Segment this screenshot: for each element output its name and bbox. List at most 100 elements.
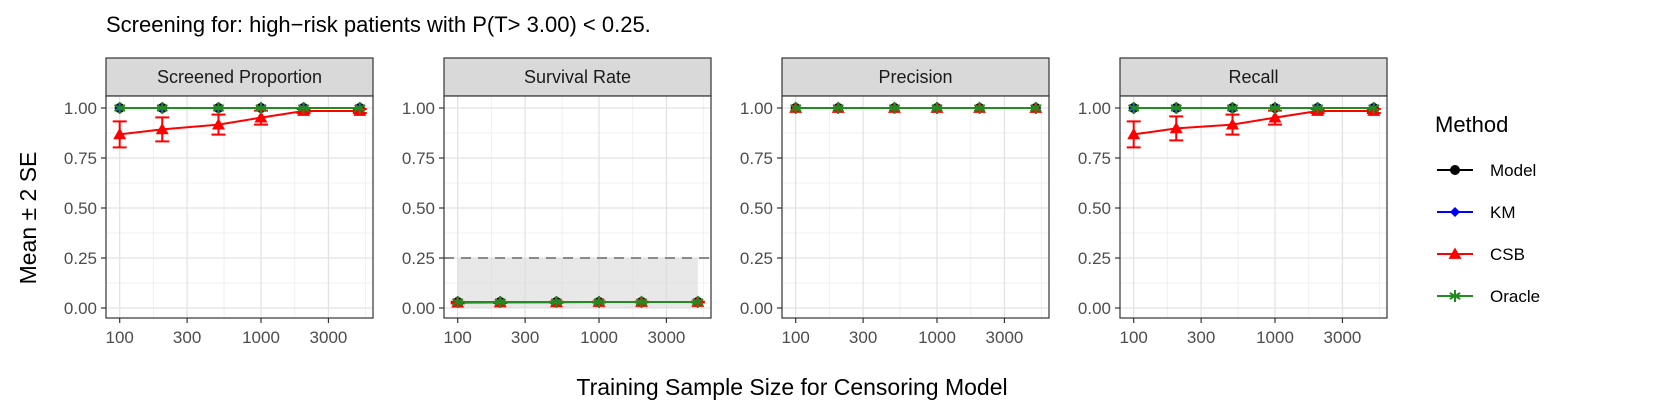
strip-title: Survival Rate — [524, 67, 631, 87]
legend-entry-oracle: Oracle — [1437, 287, 1540, 306]
data-point — [1170, 102, 1182, 114]
strip-title: Recall — [1228, 67, 1278, 87]
data-point — [113, 102, 126, 114]
y-tick-label: 0.75 — [402, 149, 435, 168]
plot-background — [1120, 96, 1387, 318]
data-point — [1225, 118, 1239, 130]
x-tick-label: 300 — [511, 328, 539, 347]
x-tick-label: 100 — [106, 328, 134, 347]
series-oracle — [451, 296, 704, 308]
x-tick-label: 1000 — [1256, 328, 1294, 347]
y-tick-label: 1.00 — [740, 99, 773, 118]
plot-background — [782, 96, 1049, 318]
y-tick-label: 0.50 — [740, 199, 773, 218]
strip-background — [781, 57, 1050, 97]
data-point — [593, 296, 605, 308]
y-tick-label: 0.00 — [64, 299, 97, 318]
y-tick-label: 1.00 — [402, 99, 435, 118]
legend-title: Method — [1435, 112, 1508, 137]
data-point — [354, 102, 366, 114]
legend-label: KM — [1490, 203, 1516, 222]
data-point — [1311, 102, 1324, 114]
x-tick-label: 1000 — [918, 328, 956, 347]
y-tick-label: 0.25 — [64, 249, 97, 268]
data-point — [550, 296, 563, 308]
y-tick-label: 0.50 — [1078, 199, 1111, 218]
panel-border — [443, 95, 712, 319]
data-point — [1269, 102, 1281, 114]
legend-entry-csb: CSB — [1437, 245, 1525, 264]
y-tick-label: 0.75 — [64, 149, 97, 168]
panel-border — [105, 95, 374, 319]
y-axis-title: Mean ± 2 SE — [15, 152, 41, 285]
legend-label: CSB — [1490, 245, 1525, 264]
data-point — [1368, 102, 1380, 114]
y-tick-label: 0.75 — [1078, 149, 1111, 168]
data-point — [1030, 102, 1042, 114]
series-line — [119, 110, 360, 136]
x-tick-label: 300 — [173, 328, 201, 347]
data-point — [973, 102, 986, 114]
x-tick-label: 300 — [1187, 328, 1215, 347]
data-point — [832, 102, 844, 114]
strip-title: Screened Proportion — [157, 67, 322, 87]
data-point — [211, 118, 225, 130]
y-tick-label: 0.25 — [402, 249, 435, 268]
legend-entry-model: Model — [1437, 161, 1536, 180]
x-axis-title: Training Sample Size for Censoring Model — [576, 374, 1007, 400]
x-tick-label: 100 — [1120, 328, 1148, 347]
data-point — [1268, 111, 1282, 123]
data-point — [212, 102, 225, 114]
x-tick-label: 3000 — [986, 328, 1024, 347]
data-point — [1127, 127, 1141, 140]
panel-border — [1119, 95, 1388, 319]
x-tick-label: 3000 — [1324, 328, 1362, 347]
data-point — [113, 127, 127, 140]
legend-entry-km: KM — [1437, 203, 1516, 222]
series-line — [1133, 110, 1374, 136]
panel-border — [781, 95, 1050, 319]
plot-background — [106, 96, 373, 318]
data-point — [254, 111, 268, 123]
data-point — [931, 102, 943, 114]
data-point — [635, 296, 648, 308]
data-point — [1169, 121, 1183, 134]
y-tick-label: 0.00 — [740, 299, 773, 318]
panel-2: Survival Rate 0.00 0.25 0.50 0.75 1.00 100 300 1… — [402, 57, 712, 347]
data-point — [297, 102, 310, 114]
chart-title: Screening for: high−risk patients with P… — [106, 12, 651, 37]
y-tick-label: 0.75 — [740, 149, 773, 168]
data-point — [692, 296, 704, 308]
y-tick-label: 0.00 — [1078, 299, 1111, 318]
strip-background — [1119, 57, 1388, 97]
series-oracle — [1127, 102, 1380, 114]
y-tick-label: 1.00 — [1078, 99, 1111, 118]
x-tick-label: 300 — [849, 328, 877, 347]
data-point — [888, 102, 901, 114]
strip-background — [105, 57, 374, 97]
data-point — [1226, 102, 1239, 114]
data-point — [156, 102, 168, 114]
y-tick-label: 0.00 — [402, 299, 435, 318]
legend-key-marker — [1448, 247, 1462, 259]
strip-title: Precision — [878, 67, 952, 87]
y-tick-label: 0.25 — [740, 249, 773, 268]
legend: Method Model KM CSB Oracle — [1435, 112, 1540, 306]
shaded-region — [457, 258, 698, 308]
y-tick-label: 1.00 — [64, 99, 97, 118]
x-tick-label: 3000 — [648, 328, 686, 347]
y-tick-label: 0.50 — [64, 199, 97, 218]
series-oracle — [113, 102, 366, 114]
y-tick-label: 0.25 — [1078, 249, 1111, 268]
legend-label: Model — [1490, 161, 1536, 180]
strip-background — [443, 57, 712, 97]
data-point — [451, 296, 464, 308]
x-tick-label: 3000 — [310, 328, 348, 347]
data-point — [255, 102, 267, 114]
panels: Screened Proportion 0.00 0.25 0.50 0.75 1.00 1… — [64, 57, 1388, 347]
data-point — [1127, 102, 1140, 114]
x-tick-label: 1000 — [580, 328, 618, 347]
legend-key-marker — [1449, 290, 1461, 302]
series-oracle — [789, 102, 1042, 114]
